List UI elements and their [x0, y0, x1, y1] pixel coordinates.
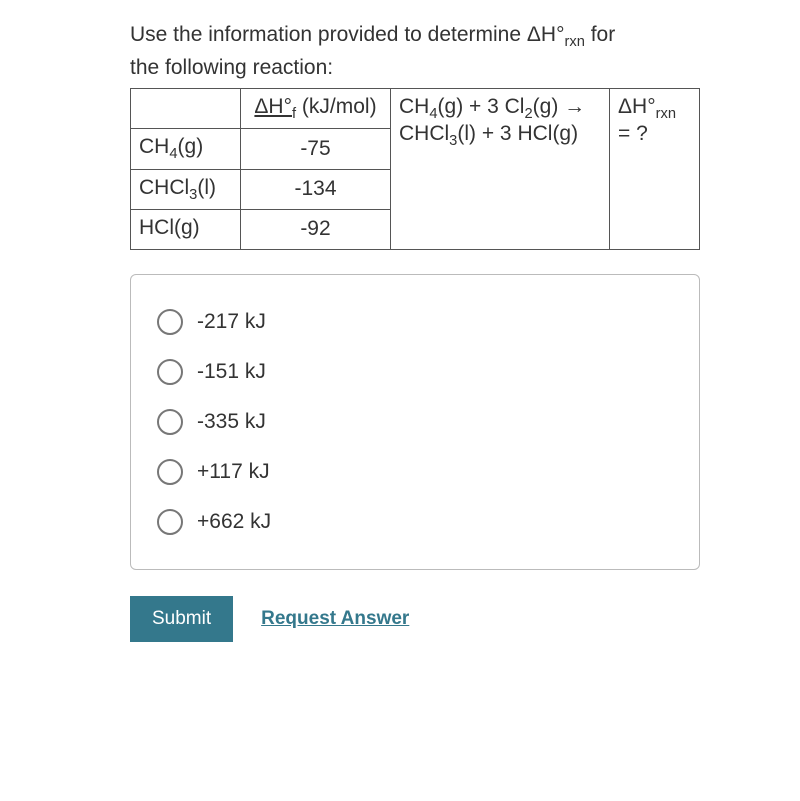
enthalpy-table: ΔH°f (kJ/mol) CH4(g) + 3 Cl2(g) → CHCl3(…	[130, 88, 700, 250]
rxn-l2-a: CHCl	[399, 122, 449, 145]
species-cell: HCl(g)	[131, 209, 241, 249]
rxn-l1-b-sub: 2	[524, 106, 532, 122]
action-row: Submit Request Answer	[130, 596, 700, 642]
option-row[interactable]: +662 kJ	[157, 497, 673, 547]
question-line1-b: for	[585, 23, 615, 46]
header-empty	[131, 89, 241, 129]
species-b: (g)	[178, 135, 204, 158]
submit-button[interactable]: Submit	[130, 596, 233, 642]
species-sub: 4	[169, 147, 177, 163]
species-cell: CH4(g)	[131, 129, 241, 169]
header-reaction: CH4(g) + 3 Cl2(g) → CHCl3(l) + 3 HCl(g)	[391, 89, 610, 250]
option-label: +117 kJ	[197, 460, 270, 484]
dhf-label: ΔH°	[254, 95, 292, 118]
rxn-l2-b: (l) + 3 HCl(g)	[457, 122, 578, 145]
table-header-row: ΔH°f (kJ/mol) CH4(g) + 3 Cl2(g) → CHCl3(…	[131, 89, 700, 129]
request-answer-link[interactable]: Request Answer	[261, 608, 409, 630]
option-label: -335 kJ	[197, 410, 266, 434]
species-b: (l)	[197, 176, 216, 199]
ans-l1-sub: rxn	[656, 106, 676, 122]
radio-icon[interactable]	[157, 359, 183, 385]
species-a: HCl(g)	[139, 216, 200, 239]
species-cell: CHCl3(l)	[131, 169, 241, 209]
rxn-l1-a-sub: 4	[429, 106, 437, 122]
value-cell: -75	[241, 129, 391, 169]
species-a: CH	[139, 135, 169, 158]
radio-icon[interactable]	[157, 509, 183, 535]
dhf-unit: (kJ/mol)	[296, 95, 377, 118]
ans-l2: = ?	[618, 122, 648, 145]
question-line1-a: Use the information provided to determin…	[130, 23, 564, 46]
rxn-l1-a: CH	[399, 95, 429, 118]
species-a: CHCl	[139, 176, 189, 199]
option-row[interactable]: +117 kJ	[157, 447, 673, 497]
question-prompt: Use the information provided to determin…	[130, 20, 700, 82]
value-cell: -92	[241, 209, 391, 249]
rxn-l1-b: (g) + 3 Cl	[438, 95, 525, 118]
answer-options: -217 kJ -151 kJ -335 kJ +117 kJ +662 kJ	[130, 274, 700, 570]
question-line2: the following reaction:	[130, 56, 333, 79]
value-cell: -134	[241, 169, 391, 209]
radio-icon[interactable]	[157, 409, 183, 435]
option-row[interactable]: -151 kJ	[157, 347, 673, 397]
option-label: +662 kJ	[197, 510, 271, 534]
ans-l1-a: ΔH°	[618, 95, 656, 118]
header-answer: ΔH°rxn = ?	[610, 89, 700, 250]
radio-icon[interactable]	[157, 309, 183, 335]
option-row[interactable]: -217 kJ	[157, 297, 673, 347]
option-label: -217 kJ	[197, 310, 266, 334]
header-dhf: ΔH°f (kJ/mol)	[241, 89, 391, 129]
rxn-l1-c: (g) →	[533, 95, 586, 118]
option-row[interactable]: -335 kJ	[157, 397, 673, 447]
radio-icon[interactable]	[157, 459, 183, 485]
question-container: Use the information provided to determin…	[0, 0, 800, 662]
question-sub1: rxn	[564, 34, 584, 50]
option-label: -151 kJ	[197, 360, 266, 384]
